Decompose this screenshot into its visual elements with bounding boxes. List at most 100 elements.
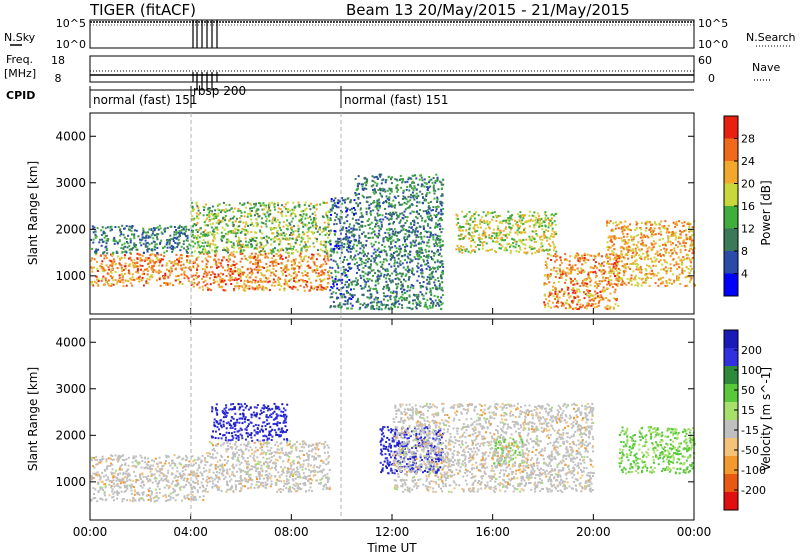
power-pixel bbox=[206, 214, 209, 216]
power-pixel bbox=[420, 236, 423, 239]
cpid-mode-2: rbsp 200 bbox=[193, 84, 246, 98]
power-pixel bbox=[440, 208, 443, 211]
power-pixel bbox=[271, 220, 274, 223]
power-pixel bbox=[392, 205, 395, 208]
freq-strip: 18 8 60 0 Freq. [MHz] Nave bbox=[4, 53, 780, 85]
power-pixel bbox=[319, 288, 322, 291]
power-pixel bbox=[327, 230, 330, 232]
power-pixel bbox=[240, 215, 243, 217]
power-pixel bbox=[420, 251, 423, 254]
power-pixel bbox=[126, 246, 129, 249]
power-pixel bbox=[428, 207, 431, 210]
power-pixel bbox=[242, 249, 245, 252]
power-pixel bbox=[372, 188, 374, 191]
power-pixel bbox=[241, 243, 243, 246]
power-pixel bbox=[321, 249, 324, 252]
power-pixel bbox=[613, 297, 615, 300]
power-pixel bbox=[139, 238, 141, 241]
power-pixel bbox=[428, 266, 431, 269]
power-pixel bbox=[572, 307, 574, 310]
power-pixel bbox=[360, 252, 363, 255]
power-pixel bbox=[615, 253, 618, 256]
power-pixel bbox=[373, 243, 375, 246]
power-pixel bbox=[553, 233, 556, 236]
power-pixel bbox=[606, 221, 608, 224]
power-pixel bbox=[347, 239, 350, 242]
power-pixel bbox=[688, 230, 691, 233]
power-pixel bbox=[316, 275, 319, 278]
power-pixel bbox=[246, 245, 248, 248]
power-pixel bbox=[241, 252, 244, 255]
power-pixel bbox=[379, 255, 382, 258]
power-pixel bbox=[300, 219, 302, 222]
power-pixel bbox=[330, 272, 333, 275]
power-pixel bbox=[389, 238, 392, 241]
power-pixel bbox=[116, 267, 119, 270]
power-pixel bbox=[240, 248, 243, 251]
power-pixel bbox=[147, 236, 150, 239]
power-pixel bbox=[389, 255, 392, 257]
power-pixel bbox=[353, 294, 356, 297]
power-pixel bbox=[367, 285, 370, 288]
power-pixel bbox=[340, 210, 343, 213]
power-pixel bbox=[409, 196, 412, 199]
power-pixel bbox=[196, 275, 199, 278]
power-pixel bbox=[404, 222, 407, 224]
power-pixel bbox=[251, 245, 253, 248]
power-pixel bbox=[612, 263, 615, 266]
power-pixel bbox=[263, 250, 266, 253]
power-pixel bbox=[407, 257, 410, 260]
power-pixel bbox=[300, 236, 303, 239]
power-pixel bbox=[391, 255, 394, 258]
power-pixel bbox=[323, 221, 326, 224]
power-pixel bbox=[290, 287, 293, 289]
power-pixel bbox=[457, 222, 460, 224]
power-pixel bbox=[192, 278, 195, 281]
power-pixel bbox=[607, 272, 610, 275]
power-pixel bbox=[536, 218, 539, 221]
power-pixel bbox=[420, 219, 423, 222]
power-pixel bbox=[331, 296, 334, 299]
power-pixel bbox=[292, 233, 295, 236]
power-pixel bbox=[120, 273, 123, 276]
power-pixel bbox=[269, 209, 272, 212]
power-pixel bbox=[421, 275, 424, 278]
power-pixel bbox=[684, 229, 687, 232]
power-pixel bbox=[607, 307, 610, 310]
power-pixel bbox=[272, 271, 275, 274]
power-pixel bbox=[195, 224, 198, 227]
power-pixel bbox=[149, 236, 152, 239]
power-pixel bbox=[277, 284, 280, 286]
power-pixel bbox=[337, 279, 340, 282]
power-pixel bbox=[246, 231, 249, 234]
power-pixel bbox=[611, 244, 614, 247]
power-pixel bbox=[401, 293, 404, 296]
power-pixel bbox=[630, 274, 633, 277]
power-pixel bbox=[292, 245, 295, 248]
power-pixel bbox=[631, 252, 634, 255]
power-pixel bbox=[388, 288, 391, 291]
power-pixel bbox=[376, 182, 379, 185]
power-pixel bbox=[471, 237, 474, 239]
power-pixel bbox=[338, 303, 341, 306]
power-pixel bbox=[438, 304, 441, 307]
power-pixel bbox=[559, 267, 562, 270]
power-pixel bbox=[413, 221, 416, 224]
power-pixel bbox=[615, 265, 618, 268]
power-pixel bbox=[356, 299, 359, 301]
power-pixel bbox=[348, 262, 351, 265]
power-pixel bbox=[404, 233, 407, 236]
power-pixel bbox=[202, 231, 205, 234]
power-pixel bbox=[408, 301, 411, 304]
power-pixel bbox=[471, 231, 474, 234]
power-pixel bbox=[325, 240, 328, 243]
power-pixel bbox=[331, 266, 334, 269]
power-pixel bbox=[468, 210, 471, 213]
power-pixel bbox=[548, 281, 551, 284]
power-pixel bbox=[240, 211, 243, 214]
power-pixel bbox=[346, 299, 349, 302]
power-pixel bbox=[488, 234, 491, 237]
power-pixel bbox=[426, 299, 429, 302]
power-pixel bbox=[574, 277, 576, 280]
power-pixel bbox=[239, 253, 242, 256]
